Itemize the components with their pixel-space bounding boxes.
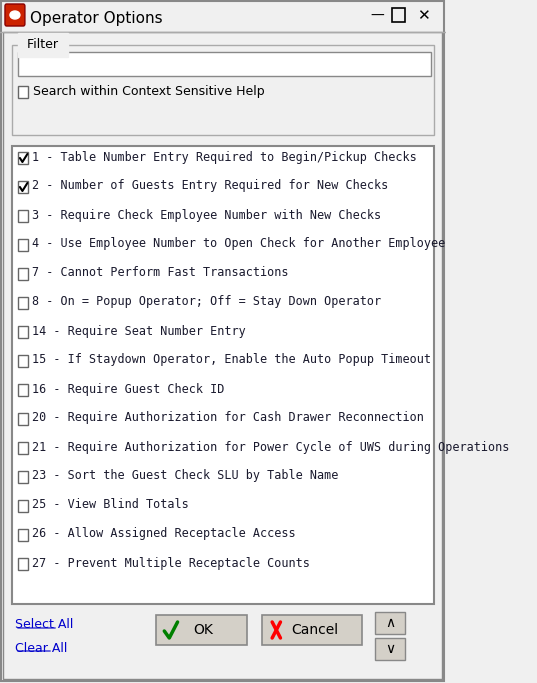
Bar xyxy=(18,268,28,280)
Text: 8 - On = Popup Operator; Off = Stay Down Operator: 8 - On = Popup Operator; Off = Stay Down… xyxy=(32,296,381,309)
Text: 16 - Require Guest Check ID: 16 - Require Guest Check ID xyxy=(32,382,225,395)
FancyBboxPatch shape xyxy=(375,612,405,634)
Text: Cancel: Cancel xyxy=(292,623,339,637)
Bar xyxy=(18,442,28,454)
FancyBboxPatch shape xyxy=(3,32,442,679)
Bar xyxy=(18,181,28,193)
FancyBboxPatch shape xyxy=(0,0,446,32)
Text: 20 - Require Authorization for Cash Drawer Reconnection: 20 - Require Authorization for Cash Draw… xyxy=(32,411,424,425)
Text: 7 - Cannot Perform Fast Transactions: 7 - Cannot Perform Fast Transactions xyxy=(32,266,289,279)
Bar xyxy=(18,500,28,512)
Text: 26 - Allow Assigned Receptacle Access: 26 - Allow Assigned Receptacle Access xyxy=(32,527,296,540)
Bar xyxy=(18,355,28,367)
Bar xyxy=(18,413,28,425)
Text: 23 - Sort the Guest Check SLU by Table Name: 23 - Sort the Guest Check SLU by Table N… xyxy=(32,469,339,482)
Text: Search within Context Sensitive Help: Search within Context Sensitive Help xyxy=(33,85,265,98)
Bar xyxy=(18,210,28,222)
Text: 3 - Require Check Employee Number with New Checks: 3 - Require Check Employee Number with N… xyxy=(32,208,381,221)
Bar xyxy=(18,86,28,98)
Bar xyxy=(18,384,28,396)
Text: 2 - Number of Guests Entry Required for New Checks: 2 - Number of Guests Entry Required for … xyxy=(32,180,389,193)
Bar xyxy=(391,8,405,22)
Text: 14 - Require Seat Number Entry: 14 - Require Seat Number Entry xyxy=(32,324,246,337)
Bar xyxy=(18,239,28,251)
FancyBboxPatch shape xyxy=(12,146,434,604)
Bar xyxy=(18,152,28,164)
FancyBboxPatch shape xyxy=(156,615,247,645)
Text: 27 - Prevent Multiple Receptacle Counts: 27 - Prevent Multiple Receptacle Counts xyxy=(32,557,310,570)
Text: Clear All: Clear All xyxy=(15,641,67,654)
FancyBboxPatch shape xyxy=(18,52,431,76)
Bar xyxy=(18,297,28,309)
Text: 15 - If Staydown Operator, Enable the Auto Popup Timeout: 15 - If Staydown Operator, Enable the Au… xyxy=(32,354,431,367)
Text: Operator Options: Operator Options xyxy=(30,10,163,25)
Bar xyxy=(18,326,28,338)
Text: ∨: ∨ xyxy=(385,642,395,656)
Text: ∧: ∧ xyxy=(385,616,395,630)
Bar xyxy=(18,558,28,570)
Text: 25 - View Blind Totals: 25 - View Blind Totals xyxy=(32,499,189,512)
FancyBboxPatch shape xyxy=(5,4,25,26)
Text: —: — xyxy=(371,9,384,23)
Text: OK: OK xyxy=(193,623,213,637)
Bar xyxy=(18,529,28,541)
Ellipse shape xyxy=(10,11,20,19)
Text: Filter: Filter xyxy=(23,38,62,51)
Text: 1 - Table Number Entry Required to Begin/Pickup Checks: 1 - Table Number Entry Required to Begin… xyxy=(32,150,417,163)
Bar xyxy=(18,471,28,483)
Text: 21 - Require Authorization for Power Cycle of UWS during Operations: 21 - Require Authorization for Power Cyc… xyxy=(32,441,510,454)
FancyBboxPatch shape xyxy=(262,615,362,645)
FancyBboxPatch shape xyxy=(375,638,405,660)
FancyBboxPatch shape xyxy=(12,45,434,135)
Text: 4 - Use Employee Number to Open Check for Another Employee: 4 - Use Employee Number to Open Check fo… xyxy=(32,238,446,251)
Text: Select All: Select All xyxy=(15,619,74,632)
Text: ✕: ✕ xyxy=(417,8,430,23)
